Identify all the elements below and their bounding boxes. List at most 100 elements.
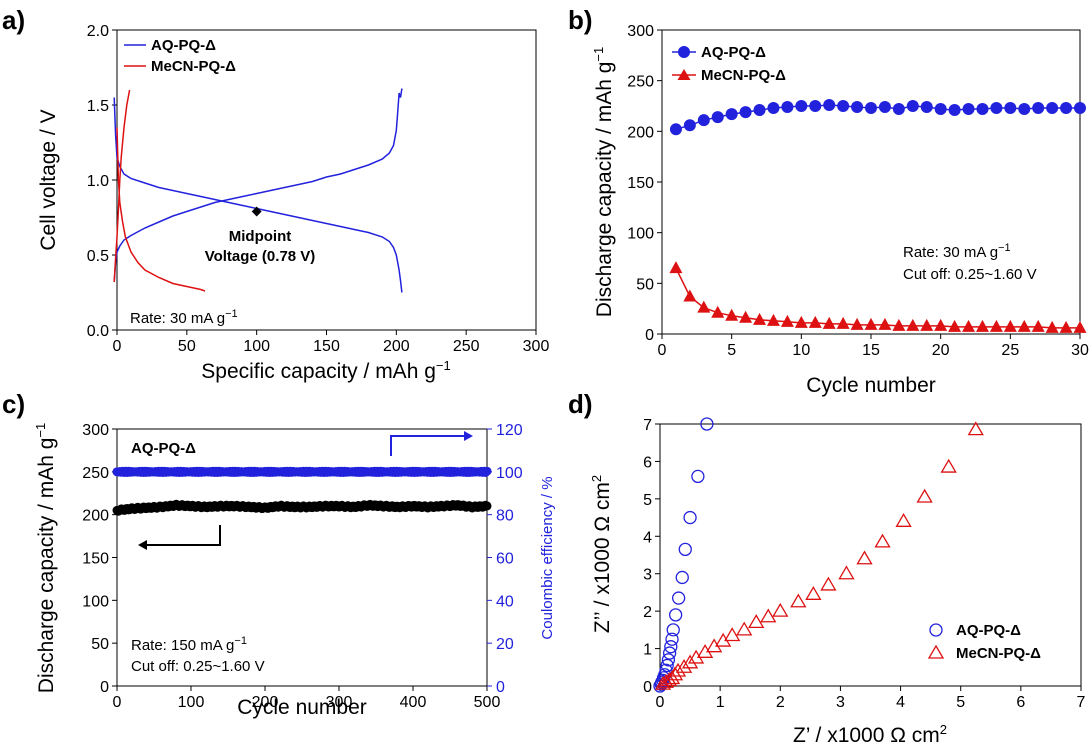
y2-tick-label: 120 <box>496 422 523 439</box>
data-point-mecn <box>669 662 687 677</box>
data-point-aq <box>948 104 961 117</box>
y-axis-label-a: Cell voltage / V <box>37 109 60 250</box>
x-tick-label: 200 <box>252 694 279 711</box>
note-a: Rate: 30 mA g−1 <box>130 308 238 327</box>
y-tick-label: 50 <box>91 636 109 653</box>
data-point-ce <box>482 466 492 476</box>
x-axis-label-c: Cycle number <box>237 696 367 719</box>
data-point-mecn <box>975 319 989 332</box>
data-point-mecn <box>663 670 681 685</box>
y-tick-label: 200 <box>82 508 109 525</box>
data-point-mecn <box>934 318 948 331</box>
data-point-aq <box>809 100 822 112</box>
data-point-aq <box>661 653 676 667</box>
series-line-aq-1 <box>113 88 403 283</box>
x-axis-label-d: Z’ / x1000 Ω cm2 <box>793 722 947 747</box>
panel-label-b: b) <box>568 5 593 35</box>
y-tick-label: 1 <box>643 642 652 659</box>
data-point-aq <box>739 106 752 119</box>
legend-label-aq-a: AQ-PQ-Δ <box>151 37 216 54</box>
arrow-right-head <box>464 431 473 441</box>
x-tick-label: 400 <box>400 694 427 711</box>
y-tick-label: 1.0 <box>87 173 109 190</box>
x-tick-label: 0 <box>658 342 667 359</box>
data-point-mecn <box>967 421 984 436</box>
x-tick-label: 1 <box>716 694 725 711</box>
series-line-mecn-1 <box>116 127 206 292</box>
y-axis-label-b: Discharge capacity / mAh g−1 <box>591 47 616 317</box>
note-rate-b: Rate: 30 mA g−1 <box>903 242 1011 261</box>
y-tick-label: 50 <box>636 276 654 293</box>
x-tick-label: 200 <box>383 338 410 355</box>
y-tick-label: 150 <box>627 175 654 192</box>
data-point-mecn <box>790 593 807 608</box>
data-point-aq <box>669 123 682 136</box>
data-point-mecn <box>697 300 711 313</box>
x-tick-label: 100 <box>243 338 270 355</box>
arrow-left-axis <box>142 525 221 546</box>
legend-marker-aq-d <box>929 623 943 637</box>
legend-marker-mecn-d <box>927 644 945 659</box>
data-point-aq <box>1060 102 1073 115</box>
data-point-aq <box>851 101 864 114</box>
data-point-mecn <box>760 608 777 623</box>
y-tick-label: 3 <box>643 567 652 584</box>
x-tick-label: 250 <box>453 338 480 355</box>
data-point-mecn <box>948 319 962 332</box>
y-tick-label: 7 <box>643 417 652 434</box>
legend-label-mecn-a: MeCN-PQ-Δ <box>151 58 236 75</box>
y-tick-label: 0.5 <box>87 248 109 265</box>
data-point-aq <box>711 111 724 124</box>
data-point-mecn <box>892 318 906 331</box>
data-point-aq <box>691 469 705 484</box>
data-point-aq <box>1074 102 1086 115</box>
y-tick-label: 6 <box>643 454 652 471</box>
y-tick-label: 4 <box>643 529 652 546</box>
data-point-mecn <box>1031 319 1045 332</box>
annotation-midpoint-line1: Midpoint <box>229 228 291 245</box>
note-rate-c: Rate: 150 mA g−1 <box>131 635 247 654</box>
x-tick-label: 50 <box>178 338 196 355</box>
x-tick-label: 5 <box>956 694 965 711</box>
data-point-mecn <box>916 488 933 503</box>
data-point-mecn <box>753 312 767 325</box>
y-tick-label: 5 <box>643 492 652 509</box>
data-point-mecn <box>895 513 912 527</box>
data-point-mecn <box>808 315 822 328</box>
data-point-aq <box>753 104 766 117</box>
data-point-mecn <box>681 654 699 669</box>
plot-frame-d <box>659 423 1082 687</box>
data-point-mecn <box>666 666 684 681</box>
legend-label-mecn-d: MeCN-PQ-Δ <box>956 645 1041 662</box>
x-tick-label: 5 <box>727 342 736 359</box>
y-tick-label: 300 <box>82 422 109 439</box>
data-point-aq <box>823 98 836 111</box>
data-point-aq <box>1018 103 1031 116</box>
x-tick-label: 7 <box>1077 694 1086 711</box>
chart-c: 0 100 200 300 400 500050100150200250300020406… <box>33 422 556 719</box>
data-point-aq <box>671 591 686 605</box>
data-point-aq <box>725 108 738 121</box>
note-cutoff-b: Cut off: 0.25~1.60 V <box>903 266 1037 283</box>
x-tick-label: 150 <box>313 338 340 355</box>
panel-label-d: d) <box>568 389 593 419</box>
series-line-aq-0 <box>113 97 403 293</box>
data-point-mecn <box>820 576 837 591</box>
y2-tick-label: 80 <box>496 508 514 525</box>
y-tick-label: 200 <box>627 124 654 141</box>
data-point-aq <box>678 542 692 557</box>
chart-a: 0 50 100 150 200 250 300 0.0 0.5 1.0 1.5 2.0 Specif… <box>37 23 549 383</box>
y-tick-label: 250 <box>627 74 654 91</box>
x-tick-label: 500 <box>474 694 501 711</box>
data-point-aq <box>668 608 683 622</box>
data-point-mecn <box>724 627 741 642</box>
data-point-aq <box>781 101 794 114</box>
data-point-mecn <box>794 315 808 328</box>
data-point-aq <box>666 623 680 637</box>
arrow-left-head <box>138 540 147 550</box>
data-point-aq <box>660 658 674 673</box>
data-point-mecn <box>805 586 822 600</box>
data-point-mecn <box>838 565 855 580</box>
